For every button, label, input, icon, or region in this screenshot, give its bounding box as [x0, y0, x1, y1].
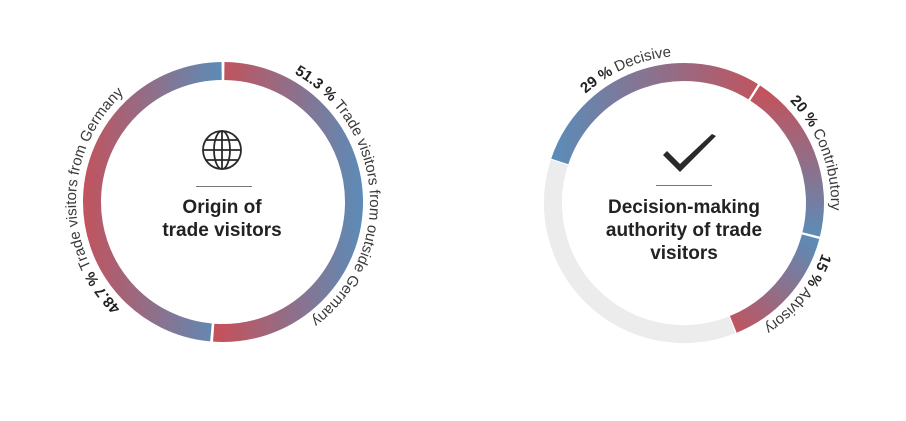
divider [196, 186, 252, 187]
donut-slice-outside-germany [213, 62, 363, 342]
checkmark-icon [663, 134, 716, 172]
donut-slice-advisory [729, 234, 820, 333]
chart-title-decision: Decision-making authority of trade visit… [605, 197, 763, 264]
divider [656, 185, 712, 186]
chart-title-origin: Origin of trade visitors [162, 197, 282, 241]
donut-slice-decisive [551, 63, 758, 165]
donut-slice-germany [83, 62, 222, 342]
globe-icon [202, 130, 242, 170]
donut-remainder [544, 159, 736, 343]
donut-slice-contributory [750, 85, 824, 237]
